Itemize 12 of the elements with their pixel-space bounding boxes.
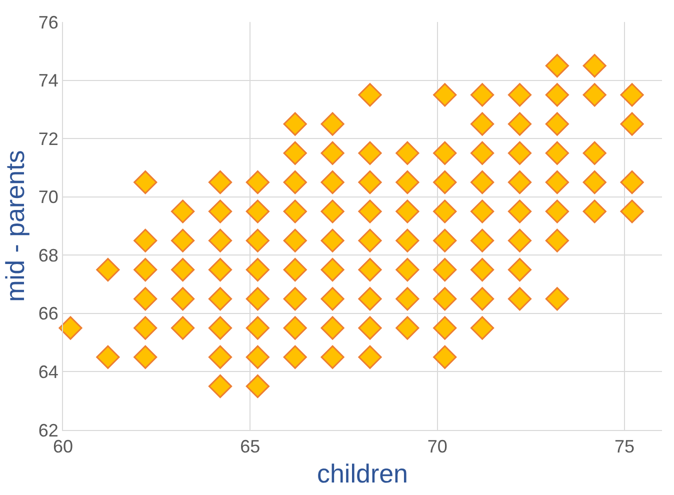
y-tick-label: 70 — [38, 187, 58, 208]
x-tick-label: 75 — [614, 436, 635, 457]
y-tick-label: 72 — [38, 128, 58, 149]
x-tick-label: 65 — [240, 436, 260, 457]
y-axis-title: mid - parents — [0, 150, 30, 302]
y-tick-label: 76 — [38, 12, 58, 32]
y-tick-label: 74 — [38, 70, 58, 91]
y-tick-label: 64 — [38, 362, 58, 382]
y-tick-label: 66 — [38, 304, 58, 324]
x-axis-title: children — [316, 458, 408, 488]
y-tick-label: 68 — [38, 245, 58, 266]
x-tick-label: 70 — [427, 436, 448, 457]
